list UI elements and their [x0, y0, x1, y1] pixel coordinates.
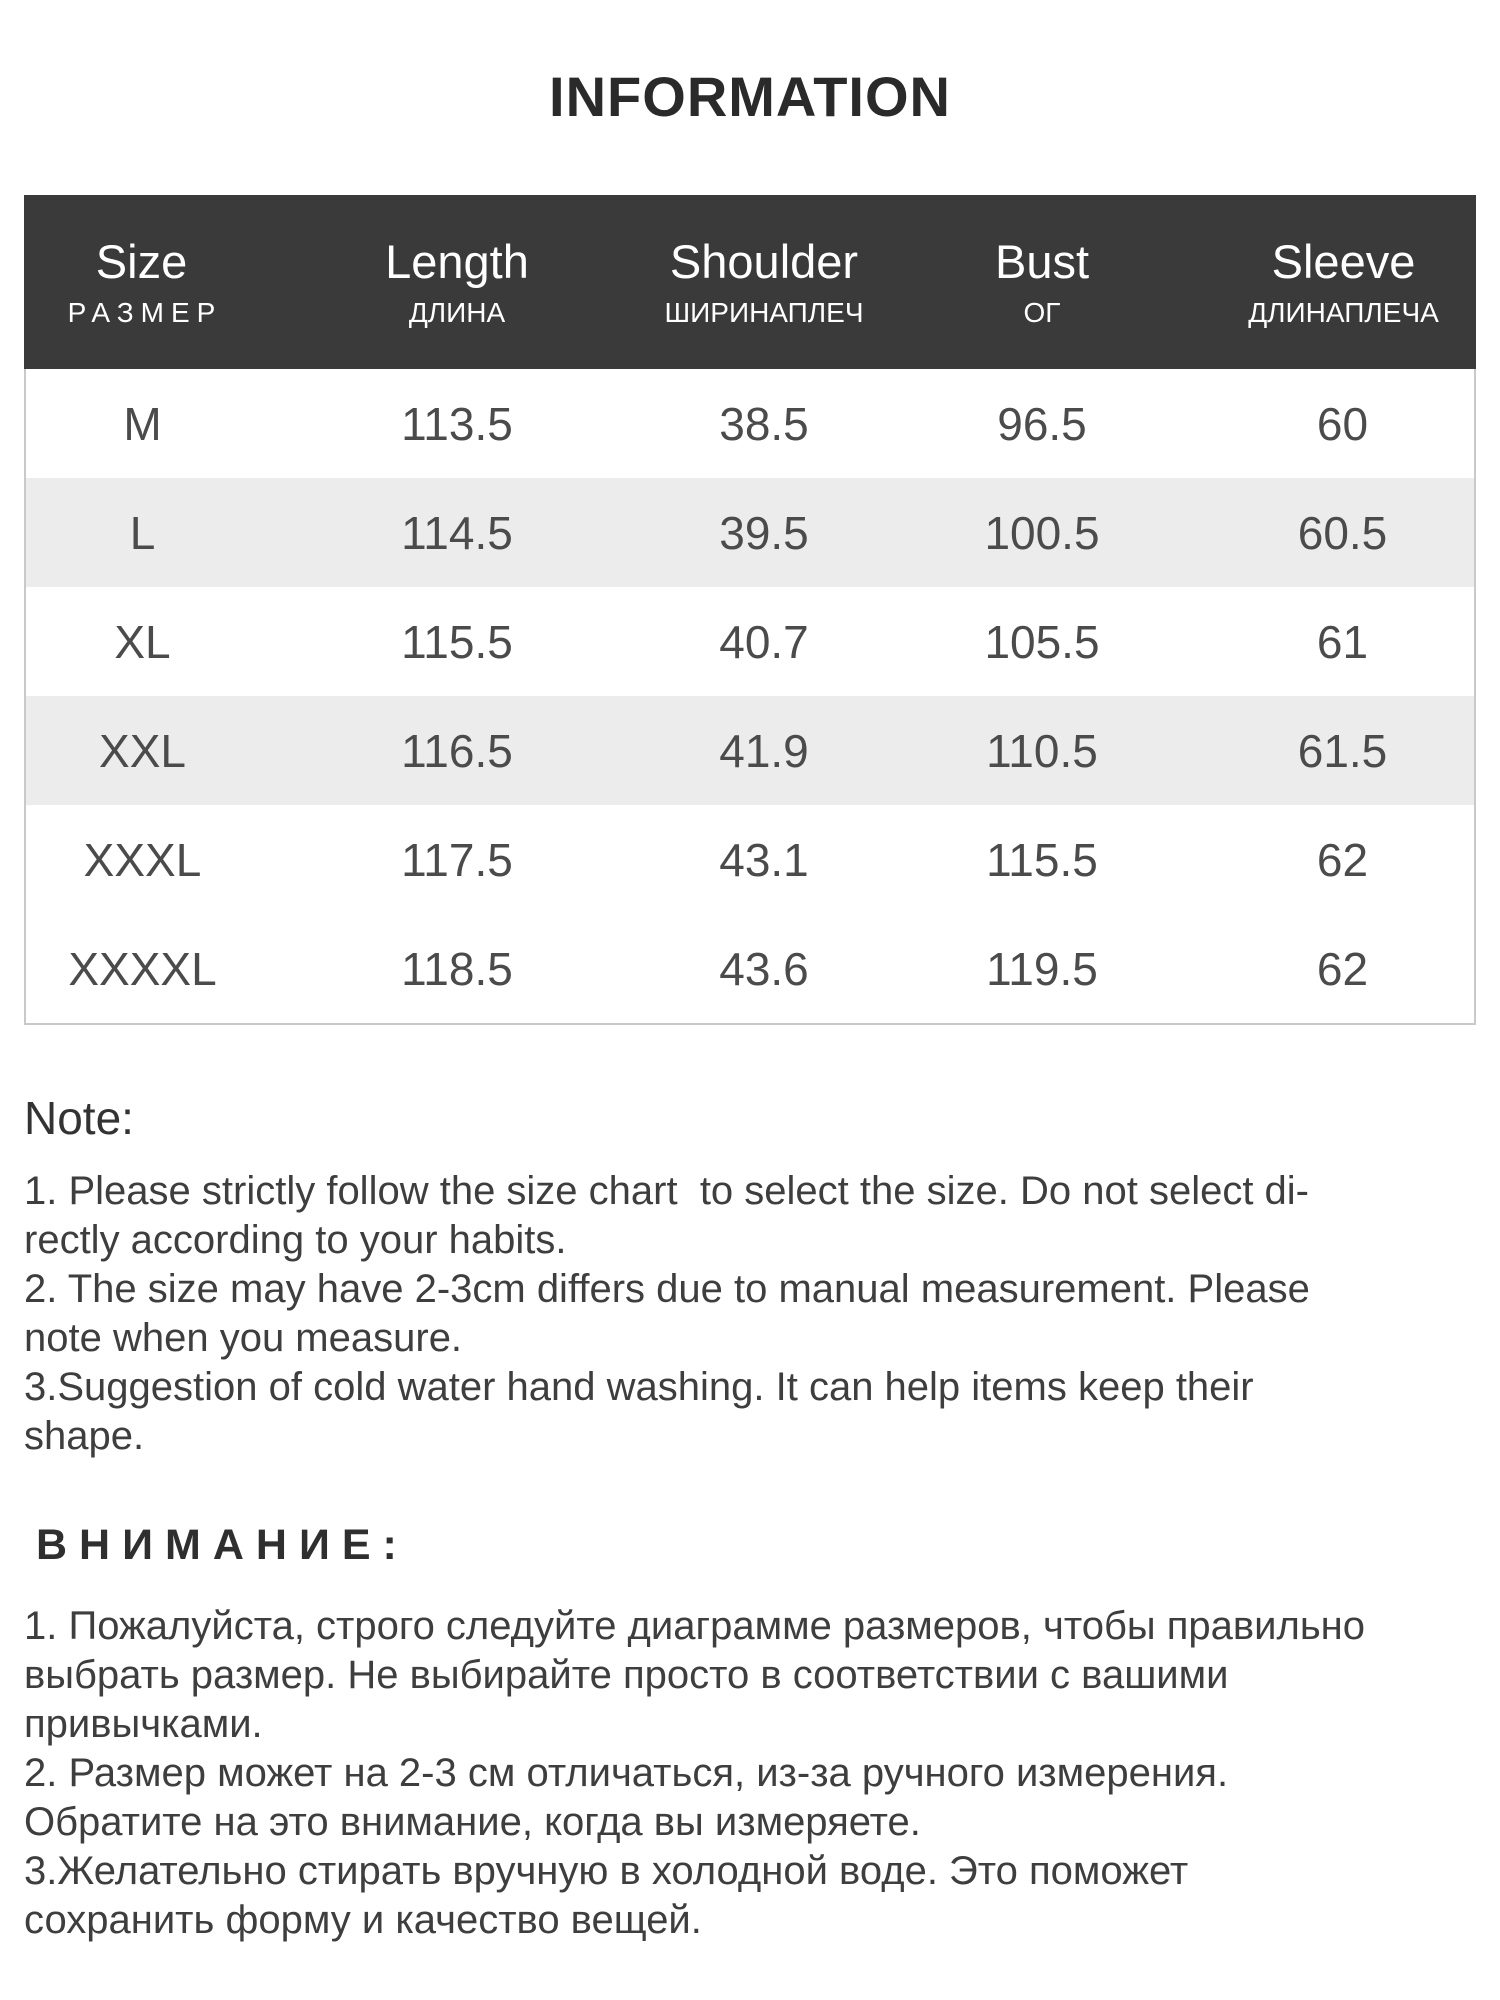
notes-english-section: Note: 1. Please strictly follow the size… — [24, 1091, 1476, 1461]
table-cell: 110.5 — [986, 724, 1098, 777]
table-cell: 62 — [1316, 942, 1369, 995]
size-chart-body: M 113.5 38.5 96.5 60 L 114.5 39.5 100.5 60.5 XL 115… — [24, 369, 1476, 1025]
table-cell: 43.6 — [719, 942, 809, 995]
table-cell: 62 — [1316, 833, 1369, 886]
note-line-russian: Обратите на это внимание, когда вы измер… — [24, 1800, 921, 1844]
table-cell: 60.5 — [1297, 506, 1388, 559]
note-line-english: rectly according to your habits. — [24, 1218, 567, 1262]
table-row: XXXXL 118.5 43.6 119.5 62 — [26, 914, 1474, 1023]
table-cell: 113.5 — [401, 397, 513, 450]
table-cell: 114.5 — [401, 506, 513, 559]
table-cell: 117.5 — [401, 833, 513, 886]
table-cell: 115.5 — [401, 615, 513, 668]
table-cell: XXXXL — [68, 942, 217, 995]
column-header-bust-en: Bust — [994, 234, 1090, 288]
size-chart-table: Size РАЗМЕР Length ДЛИНА Shoulder ШИРИНА… — [24, 195, 1476, 1025]
note-line-english: 3.Suggestion of cold water hand washing.… — [24, 1365, 1254, 1409]
column-header-bust-ru: ОГ — [1023, 296, 1061, 328]
table-row: XL 115.5 40.7 105.5 61 — [26, 587, 1474, 696]
note-line-russian: выбрать размер. Не выбирайте просто в со… — [24, 1653, 1229, 1697]
table-cell: XXXL — [83, 833, 202, 886]
table-cell: 61.5 — [1297, 724, 1388, 777]
note-line-russian: 1. Пожалуйста, строго следуйте диаграмме… — [24, 1604, 1366, 1648]
page-title: INFORMATION — [549, 65, 951, 128]
column-header-length-en: Length — [385, 234, 529, 288]
column-header-sleeve-en: Sleeve — [1271, 234, 1416, 288]
note-line-english: note when you measure. — [24, 1316, 463, 1360]
column-header-size-ru: РАЗМЕР — [67, 296, 223, 328]
note-line-english: shape. — [24, 1414, 145, 1458]
note-body-russian: 1. Пожалуйста, строго следуйте диаграмме… — [24, 1602, 1476, 1945]
note-body-english: 1. Please strictly follow the size chart… — [24, 1167, 1476, 1461]
column-header-sleeve-ru: ДЛИНАПЛЕЧА — [1248, 296, 1439, 328]
column-header-size: Size РАЗМЕР — [24, 238, 259, 327]
table-cell: L — [129, 506, 156, 559]
column-header-shoulder-ru: ШИРИНАПЛЕЧ — [664, 296, 864, 328]
table-cell: XXL — [99, 724, 186, 777]
column-header-sleeve: Sleeve ДЛИНАПЛЕЧА — [1211, 238, 1476, 327]
table-cell: 119.5 — [986, 942, 1098, 995]
note-line-english: 1. Please strictly follow the size chart… — [24, 1169, 1309, 1213]
table-cell: 116.5 — [401, 724, 513, 777]
table-header-row: Size РАЗМЕР Length ДЛИНА Shoulder ШИРИНА… — [24, 195, 1476, 369]
table-cell: 96.5 — [997, 397, 1087, 450]
column-header-shoulder-en: Shoulder — [669, 234, 859, 288]
table-cell: 41.9 — [719, 724, 809, 777]
table-cell: 38.5 — [719, 397, 809, 450]
table-cell: 39.5 — [719, 506, 809, 559]
table-cell: 43.1 — [719, 833, 809, 886]
column-header-size-en: Size — [95, 234, 188, 288]
table-cell: XL — [114, 615, 171, 668]
table-row: L 114.5 39.5 100.5 60.5 — [26, 478, 1474, 587]
table-cell: 60 — [1316, 397, 1369, 450]
table-row: XXL 116.5 41.9 110.5 61.5 — [26, 696, 1474, 805]
attention-heading: ВНИМАНИЕ: — [36, 1521, 409, 1569]
table-cell: 115.5 — [986, 833, 1098, 886]
table-cell: 100.5 — [984, 506, 1100, 559]
table-row: M 113.5 38.5 96.5 60 — [26, 369, 1474, 478]
note-line-russian: сохранить форму и качество вещей. — [24, 1898, 702, 1942]
table-row: XXXL 117.5 43.1 115.5 62 — [26, 805, 1474, 914]
table-cell: 61 — [1316, 615, 1369, 668]
column-header-shoulder: Shoulder ШИРИНАПЛЕЧ — [655, 238, 873, 327]
note-line-russian: привычками. — [24, 1702, 263, 1746]
notes-russian-section: ВНИМАНИЕ: 1. Пожалуйста, строго следуйте… — [24, 1521, 1476, 1945]
table-cell: M — [123, 397, 162, 450]
table-cell: 105.5 — [984, 615, 1100, 668]
column-header-length: Length ДЛИНА — [259, 238, 655, 327]
table-cell: 118.5 — [401, 942, 513, 995]
note-line-english: 2. The size may have 2-3cm differs due t… — [24, 1267, 1310, 1311]
note-heading: Note: — [24, 1092, 134, 1144]
note-line-russian: 2. Размер может на 2-3 см отличаться, из… — [24, 1751, 1229, 1795]
column-header-length-ru: ДЛИНА — [408, 296, 506, 328]
table-cell: 40.7 — [719, 615, 809, 668]
column-header-bust: Bust ОГ — [873, 238, 1211, 327]
note-line-russian: 3.Желательно стирать вручную в холодной … — [24, 1849, 1189, 1893]
